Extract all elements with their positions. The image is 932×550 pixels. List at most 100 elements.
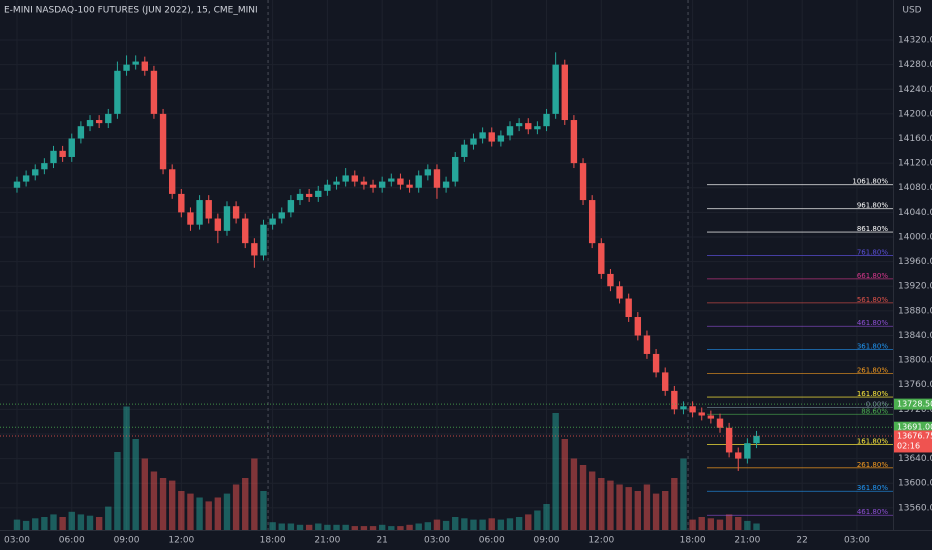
fib-label: 461.80% [857,508,888,516]
y-tick-label: 14280.00 [898,60,932,70]
candle-body [753,435,760,444]
y-tick-label: 14200.00 [898,109,932,119]
candle-body [442,181,450,188]
volume-bar [607,480,614,530]
volume-bar [178,491,185,530]
chart-title: E-MINI NASDAQ-100 FUTURES (JUN 2022), 15… [4,6,258,16]
volume-bar [141,458,148,530]
volume-bar [698,517,705,530]
candle-body [360,181,368,185]
candle-body [105,113,112,124]
candle-body [159,113,167,170]
candle-body [579,163,587,201]
volume-bar [77,514,85,530]
candle-body [123,64,130,71]
volume-bar [689,519,696,530]
x-tick-label: 12:00 [588,536,614,546]
candle-body [561,64,568,121]
volume-bar [360,526,368,530]
candle-body [260,224,267,256]
candle-body [114,70,121,114]
candle-body [351,175,358,182]
volume-bar [50,514,57,530]
volume-bar [95,517,103,530]
volume-bar [342,524,349,530]
candle-body [333,181,340,185]
y-tick-label: 13800.00 [898,356,932,366]
volume-bar [452,517,459,530]
volume-bar [232,484,240,530]
volume-bar [315,523,322,530]
candle-body [689,406,696,413]
volume-bar [388,526,395,530]
candle-body [424,169,432,176]
y-tick-label: 13960.00 [898,257,932,267]
currency: USD [902,6,921,16]
volume-bar [351,526,358,530]
candle-body [196,200,203,225]
candle-body [543,113,550,127]
candle-body [735,452,742,459]
volume-bar [525,514,532,530]
volume-bar [588,471,596,530]
volume-bar [515,517,523,530]
fib-label: 761.80% [857,248,888,256]
countdown: 02:16 [897,441,920,450]
candle-body [625,298,632,318]
volume-bar [22,520,30,530]
candle-body [680,406,687,410]
volume-bar [214,497,222,530]
volume-bar [278,523,285,530]
volume-bar [260,491,267,530]
y-tick-label: 13840.00 [898,331,932,341]
volume-bar [41,517,48,530]
price-tag-label: 13728.50 [897,400,932,409]
y-tick-label: 13760.00 [898,380,932,390]
x-tick-label: 21 [376,536,387,546]
candle-body [744,443,751,459]
candle-body [324,184,331,191]
candle-body [725,427,733,453]
x-tick-label: 09:00 [534,536,560,546]
candle-body [287,200,295,213]
x-tick-label: 06:00 [479,536,505,546]
volume-bar [105,506,112,530]
volume-bar [570,458,578,530]
volume-bar [497,519,505,530]
candle-body [461,144,468,157]
x-tick-label: 12:00 [168,536,194,546]
volume-bar [369,526,377,530]
volume-bar [616,484,623,530]
candle-body [433,169,441,188]
fib-label: 261.80% [857,461,888,469]
volume-bar [707,518,715,530]
x-tick-label: 21:00 [314,536,340,546]
volume-bar [643,484,651,530]
volume-bar [680,458,687,530]
volume-bar [543,504,550,530]
y-tick-label: 13720.00 [898,405,932,415]
fib-label: 361.80% [857,343,888,351]
candle-body [652,353,660,373]
volume-bar [625,487,632,530]
candle-body [68,138,75,157]
price-tag-label: 13676.75 [897,431,932,440]
candle-body [342,175,349,182]
candle-body [406,184,413,188]
volume-bar [296,524,304,530]
candle-body [13,181,21,188]
candle-body [132,61,139,65]
volume-bar [114,452,121,530]
candle-body [296,193,304,201]
candle-body [251,243,258,256]
fib-label: 561.80% [857,296,888,304]
candle-body [607,273,614,287]
volume-bar [561,439,568,530]
candle-body [388,178,395,182]
candle-body [662,372,669,391]
fib-label: 161.80% [857,437,888,445]
candle-body [525,123,532,130]
volume-bar [223,493,231,530]
candle-body [452,156,459,182]
y-tick-label: 13560.00 [898,503,932,513]
